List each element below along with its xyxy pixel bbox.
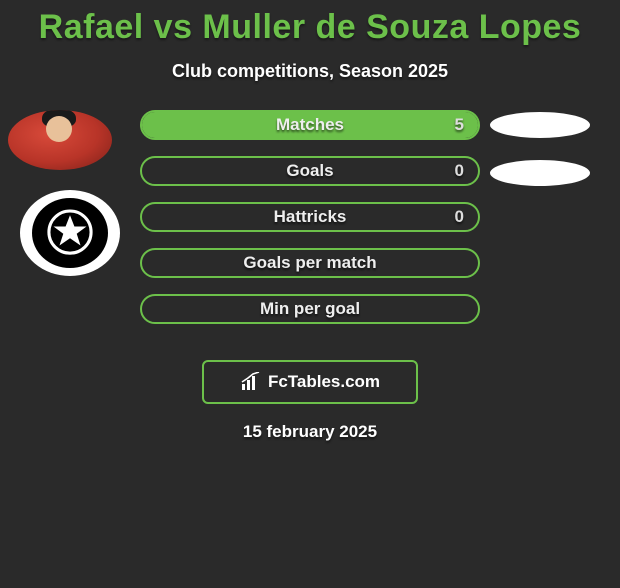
stat-row: Matches 5 bbox=[140, 110, 480, 140]
subtitle: Club competitions, Season 2025 bbox=[0, 61, 620, 82]
blob-slot bbox=[490, 160, 590, 206]
blob-slot bbox=[490, 112, 590, 158]
stat-row: Hattricks 0 bbox=[140, 202, 480, 232]
player1-avatar bbox=[8, 110, 112, 170]
stat-row: Goals 0 bbox=[140, 156, 480, 186]
side-indicators bbox=[490, 110, 590, 344]
stat-label: Goals bbox=[286, 161, 333, 181]
blob-slot bbox=[490, 252, 590, 298]
blob-slot bbox=[490, 298, 590, 344]
date-label: 15 february 2025 bbox=[0, 422, 620, 442]
side-blob bbox=[490, 112, 590, 138]
side-blob bbox=[490, 160, 590, 186]
star-icon bbox=[47, 209, 93, 255]
stat-label: Min per goal bbox=[260, 299, 360, 319]
stat-row: Min per goal bbox=[140, 294, 480, 324]
chart-icon bbox=[240, 372, 262, 392]
stat-value: 0 bbox=[455, 207, 464, 227]
brand-box: FcTables.com bbox=[202, 360, 418, 404]
stat-label: Hattricks bbox=[274, 207, 347, 227]
stat-row: Goals per match bbox=[140, 248, 480, 278]
stat-label: Goals per match bbox=[243, 253, 376, 273]
player2-avatar bbox=[20, 190, 120, 276]
stat-value: 0 bbox=[455, 161, 464, 181]
blob-slot bbox=[490, 206, 590, 252]
stat-bars: Matches 5 Goals 0 Hattricks 0 Goals per match M… bbox=[140, 110, 480, 340]
stat-value: 5 bbox=[455, 115, 464, 135]
brand-label: FcTables.com bbox=[268, 372, 380, 392]
page-title: Rafael vs Muller de Souza Lopes bbox=[0, 8, 620, 47]
stat-label: Matches bbox=[276, 115, 344, 135]
